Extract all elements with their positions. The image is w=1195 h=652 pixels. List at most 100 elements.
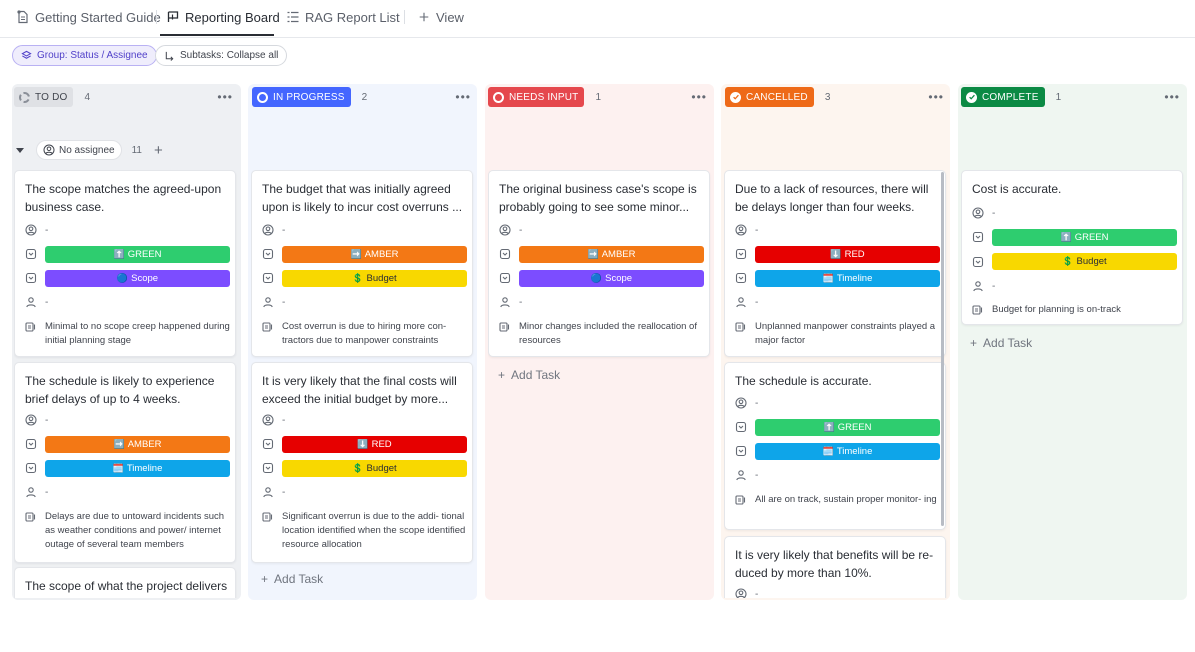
column-count: 4 [84, 91, 91, 103]
task-title: The schedule is accurate. [735, 374, 872, 388]
person-icon [972, 280, 984, 292]
plus-icon [417, 10, 431, 24]
collapse-caret-icon[interactable] [16, 147, 24, 153]
task-card[interactable]: The schedule is likely to experience bri… [14, 362, 236, 563]
scope-circle-icon: 🔵 [590, 273, 603, 283]
subtasks-label: Subtasks: Collapse all [180, 50, 279, 61]
in-progress-status-icon [257, 91, 268, 103]
add-task-button[interactable]: + Add Task [261, 572, 323, 586]
task-note: All are on track, sustain proper monitor… [755, 494, 937, 505]
column-cards-needs-input: The original business case's scope is pr… [488, 170, 713, 598]
task-note: Delays are due to untoward incidents suc… [45, 511, 225, 550]
task-title: It is very likely that the final costs w… [262, 374, 457, 406]
tag-label: GREEN [1074, 232, 1109, 243]
tag-label: Budget [1076, 256, 1107, 267]
task-card[interactable]: Due to a lack of resources, there will b… [724, 170, 946, 357]
subtasks-chip[interactable]: Subtasks: Collapse all [155, 45, 288, 66]
category-tag-timeline[interactable]: 🗓️ Timeline [45, 460, 230, 477]
active-tab-indicator [160, 34, 274, 36]
task-card[interactable]: The scope matches the agreed-upon busine… [14, 170, 236, 357]
task-note: Minor changes included the reallocation … [519, 321, 697, 346]
dropdown-field-icon [499, 272, 511, 284]
scope-circle-icon: 🔵 [116, 273, 129, 283]
arrow-right-icon: ➡️ [113, 439, 125, 449]
dropdown-field-icon [25, 462, 37, 474]
column-cards-todo: The scope matches the agreed-upon busine… [14, 170, 239, 598]
tab-rag-report-list[interactable]: RAG Report List [286, 0, 400, 34]
user-circle-icon [735, 588, 747, 598]
task-card[interactable]: It is very likely that benefits will be … [724, 536, 946, 598]
add-task-button[interactable]: + Add Task [498, 368, 560, 382]
task-title: Due to a lack of resources, there will b… [735, 182, 929, 214]
user-circle-icon [262, 414, 274, 426]
rag-tag-red[interactable]: ⬇️ RED [755, 246, 940, 263]
rag-tag-amber[interactable]: ➡️ AMBER [519, 246, 704, 263]
plus-icon: + [261, 572, 269, 586]
group-by-chip[interactable]: Group: Status / Assignee [12, 45, 157, 66]
person-icon [735, 296, 747, 308]
add-task-label: Add Task [274, 572, 324, 586]
category-tag-scope[interactable]: 🔵 Scope [45, 270, 230, 287]
note-icon [735, 494, 747, 506]
column-header-in-progress: IN PROGRESS 2 ••• [252, 87, 481, 107]
rag-tag-red[interactable]: ⬇️ RED [282, 436, 467, 453]
task-title: It is very likely that benefits will be … [735, 548, 934, 580]
category-tag-budget[interactable]: 💲 Budget [282, 270, 467, 287]
rag-tag-green[interactable]: ⬆️ GREEN [45, 246, 230, 263]
category-tag-scope[interactable]: 🔵 Scope [519, 270, 704, 287]
empty-field: - [519, 297, 523, 308]
rag-tag-amber[interactable]: ➡️ AMBER [282, 246, 467, 263]
task-note: Significant overrun is due to the addi- … [282, 511, 466, 550]
column-header-todo: TO DO 4 ••• [14, 87, 243, 107]
task-card[interactable]: Cost is accurate. - ⬆️ GREEN 💲 Budget - Bu… [961, 170, 1183, 325]
add-task-button[interactable]: + Add Task [970, 336, 1032, 350]
tab-getting-started-guide[interactable]: Getting Started Guide [16, 0, 161, 34]
column-menu-icon[interactable]: ••• [928, 90, 944, 104]
column-menu-icon[interactable]: ••• [217, 90, 233, 104]
note-icon [972, 304, 984, 316]
status-pill-needs-input[interactable]: NEEDS INPUT [488, 87, 585, 107]
dropdown-field-icon [25, 248, 37, 260]
rag-tag-amber[interactable]: ➡️ AMBER [45, 436, 230, 453]
rag-tag-green[interactable]: ⬆️ GREEN [755, 419, 940, 436]
task-card[interactable]: The budget that was initially agreed upo… [251, 170, 473, 357]
tag-label: Budget [366, 273, 397, 284]
task-card[interactable]: It is very likely that the final costs w… [251, 362, 473, 563]
money-icon: 💲 [1062, 256, 1074, 266]
group-by-label: Group: Status / Assignee [37, 50, 148, 61]
category-tag-timeline[interactable]: 🗓️ Timeline [755, 270, 940, 287]
column-menu-icon[interactable]: ••• [691, 90, 707, 104]
tab-reporting-board[interactable]: Reporting Board [166, 0, 280, 34]
dropdown-field-icon [735, 421, 747, 433]
status-pill-complete[interactable]: COMPLETE [961, 87, 1045, 107]
check-circle-icon [730, 91, 741, 103]
status-pill-todo[interactable]: TO DO [14, 87, 74, 107]
task-card[interactable]: The scope of what the project delivers w… [14, 567, 236, 598]
empty-field: - [282, 297, 286, 308]
subtasks-icon [165, 51, 174, 61]
category-tag-budget[interactable]: 💲 Budget [282, 460, 467, 477]
task-card[interactable]: The original business case's scope is pr… [488, 170, 710, 357]
tag-label: Timeline [126, 463, 163, 474]
calendar-icon: 🗓️ [822, 446, 834, 456]
add-task-label: Add Task [511, 368, 561, 382]
view-tabs: Getting Started Guide Reporting Board RA… [0, 0, 1195, 38]
note-icon [25, 511, 37, 523]
empty-field: - [282, 225, 286, 236]
column-scrollbar[interactable] [941, 172, 944, 526]
category-tag-budget[interactable]: 💲 Budget [992, 253, 1177, 270]
column-menu-icon[interactable]: ••• [1164, 90, 1180, 104]
dropdown-field-icon [735, 272, 747, 284]
add-view-button[interactable]: View [417, 0, 464, 34]
empty-field: - [45, 487, 49, 498]
task-card[interactable]: The schedule is accurate. - ⬆️ GREEN 🗓️ Ti… [724, 362, 946, 530]
add-lane-task-icon[interactable]: + [153, 141, 163, 159]
note-icon [262, 321, 274, 333]
rag-tag-green[interactable]: ⬆️ GREEN [992, 229, 1177, 246]
column-menu-icon[interactable]: ••• [455, 90, 471, 104]
money-icon: 💲 [352, 273, 364, 283]
status-pill-in-progress[interactable]: IN PROGRESS [252, 87, 351, 107]
category-tag-timeline[interactable]: 🗓️ Timeline [755, 443, 940, 460]
assignee-chip[interactable]: No assignee [36, 140, 122, 160]
status-pill-cancelled[interactable]: CANCELLED [725, 87, 814, 107]
